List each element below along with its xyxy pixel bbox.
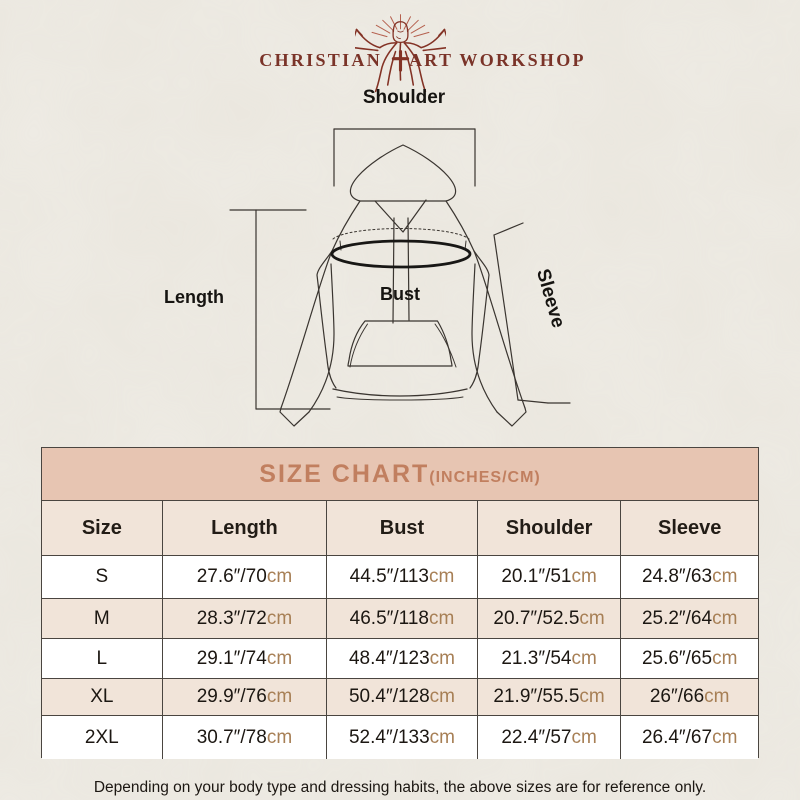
svg-text:Sleeve: Sleeve xyxy=(532,267,569,331)
svg-text:Bust: Bust xyxy=(380,284,420,304)
svg-text:Shoulder: Shoulder xyxy=(363,87,446,108)
svg-text:Length: Length xyxy=(164,287,224,307)
